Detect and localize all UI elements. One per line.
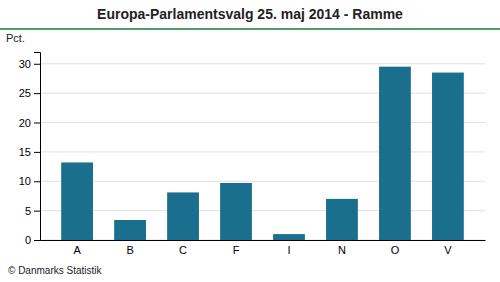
bar xyxy=(167,192,199,240)
y-tick: 10 xyxy=(19,175,40,187)
grid-line xyxy=(40,210,485,211)
y-tick-mark xyxy=(34,64,40,65)
bar xyxy=(379,67,411,240)
y-tick-mark xyxy=(34,93,40,94)
y-axis: 0 5 10 15 20 25 30 xyxy=(19,53,41,247)
bar xyxy=(432,73,464,240)
grid-line xyxy=(40,181,485,182)
x-tick-label: N xyxy=(338,244,346,256)
x-tick-label: I xyxy=(287,244,290,256)
x-tick: I xyxy=(287,244,290,256)
x-axis: ABCFINOV xyxy=(41,241,486,256)
x-tick-label: C xyxy=(179,244,187,256)
title: Europa-Parlamentsvalg 25. maj 2014 - Ram… xyxy=(97,6,403,22)
y-tick-mark xyxy=(34,211,40,212)
bar xyxy=(326,199,358,240)
footer: © Danmarks Statistik xyxy=(8,265,103,276)
y-tick: 30 xyxy=(19,58,40,70)
y-tick-label: 15 xyxy=(19,146,31,158)
y-tick-mark xyxy=(34,123,40,124)
y-tick: 15 xyxy=(19,146,40,158)
plot: 0 5 10 15 20 25 30 A B C F I N O V xyxy=(19,53,486,256)
grid-line xyxy=(40,63,485,64)
grid-line xyxy=(40,93,485,94)
x-tick: B xyxy=(126,244,133,256)
grid-line xyxy=(40,151,485,152)
y-tick-mark xyxy=(34,152,40,153)
x-tick-label: O xyxy=(391,244,400,256)
y-tick-mark xyxy=(34,181,40,182)
bar xyxy=(114,220,146,240)
bar xyxy=(220,183,252,240)
bars xyxy=(61,67,464,240)
title-rule xyxy=(0,28,500,30)
grid-line xyxy=(40,240,485,241)
y-tick-label: 10 xyxy=(19,175,31,187)
y-axis-line xyxy=(34,53,41,241)
grid-line xyxy=(40,122,485,123)
y-tick: 20 xyxy=(19,117,40,129)
x-tick: O xyxy=(391,244,400,256)
y-tick: 5 xyxy=(25,205,40,217)
chart: Europa-Parlamentsvalg 25. maj 2014 - Ram… xyxy=(0,0,500,282)
x-tick: A xyxy=(73,244,81,256)
y-tick: 0 xyxy=(25,234,40,246)
y-tick-label: 5 xyxy=(25,205,31,217)
x-tick: V xyxy=(444,244,452,256)
bar xyxy=(273,234,305,240)
y-tick-mark xyxy=(34,240,40,241)
x-tick: F xyxy=(233,244,240,256)
y-tick: 25 xyxy=(19,87,40,99)
x-tick-label: V xyxy=(444,244,452,256)
y-tick-label: 0 xyxy=(25,234,31,246)
x-tick: C xyxy=(179,244,187,256)
y-tick-label: 25 xyxy=(19,87,31,99)
x-tick-label: F xyxy=(233,244,240,256)
y-label: Pct. xyxy=(6,32,25,44)
x-tick: N xyxy=(338,244,346,256)
x-tick-label: B xyxy=(126,244,133,256)
y-tick-label: 20 xyxy=(19,117,31,129)
grid xyxy=(40,64,485,240)
x-axis-line xyxy=(41,240,486,241)
x-tick-label: A xyxy=(73,244,81,256)
y-tick-label: 30 xyxy=(19,58,31,70)
bar xyxy=(61,162,93,240)
